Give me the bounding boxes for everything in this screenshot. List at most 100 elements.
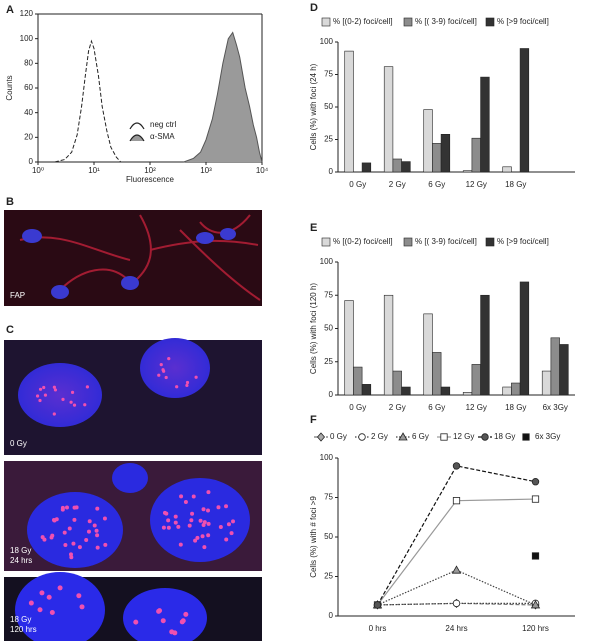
micrograph-c3 [4,572,262,641]
focus-dot [164,375,168,380]
bar [344,300,354,396]
focus-dot [77,545,82,550]
focus-dot [133,619,139,625]
legend-label: % [>9 foci/cell] [497,237,549,246]
y-tick-label: 100 [20,34,34,43]
focus-dot [52,385,56,389]
focus-dot [37,607,43,613]
y-tick-label: 100 [320,37,334,46]
focus-dot [40,535,45,540]
legend-label: 18 Gy [494,432,515,441]
x-tick-label: 2 Gy [389,180,406,189]
image-caption: 120 hrs [10,625,37,634]
y-tick-label: 25 [324,135,333,144]
bar [519,281,530,396]
focus-dot [224,537,229,542]
focus-dot [200,534,205,539]
focus-dot [95,533,100,538]
y-axis-label: Cells (%) with foci (120 h) [309,283,318,374]
bar [502,386,512,396]
y-tick-label: 0 [329,167,334,176]
bar [401,161,411,173]
foci [28,357,236,636]
focus-dot [85,385,90,389]
focus-dot [39,590,45,596]
bar [471,137,481,173]
legend-label: 6x 3Gy [535,432,560,441]
focus-dot [166,525,171,530]
y-tick-label: 20 [24,132,33,141]
marker [531,552,540,560]
x-axis-label: Fluorescence [126,175,175,184]
marker [451,565,462,574]
image-caption: FAP [10,291,25,300]
focus-dot [62,530,67,535]
bar [344,50,354,173]
x-tick-label: 12 Gy [466,403,487,412]
bar [440,134,451,173]
y-tick-label: 25 [324,572,333,581]
focus-dot [57,585,63,591]
focus-dot [83,403,87,407]
y-tick-label: 50 [324,324,333,333]
focus-dot [224,504,229,509]
bar [361,162,372,173]
legend-swatch [403,17,413,27]
focus-dot [69,555,74,560]
focus-dot [69,400,73,404]
histogram-curve [54,39,122,163]
focus-dot [50,533,55,538]
marker [452,497,461,505]
x-tick-label: 6x 3Gy [543,403,568,412]
panel-letter: E [310,222,317,234]
legend-swatch [485,237,495,247]
y-axis-label: Cells (%) with # foci >9 [309,496,318,578]
focus-dot [51,517,56,522]
focus-dot [157,608,163,614]
focus-dot [193,538,198,543]
bar [519,48,530,173]
bar [423,313,433,396]
x-tick-label: 24 hrs [445,624,467,633]
focus-dot [72,505,77,510]
bar [383,66,394,173]
focus-dot [68,552,73,557]
y-tick-label: 0 [29,157,34,166]
focus-dot [43,393,48,397]
focus-dot [166,518,171,523]
bar [432,352,442,396]
bar [541,370,552,396]
bar [440,386,451,396]
marker [531,495,540,503]
legend-label: % [(0-2) foci/cell] [333,237,393,246]
x-tick-label: 10² [144,166,156,175]
y-tick-label: 100 [320,453,334,462]
bar [471,364,481,396]
focus-dot [64,505,69,510]
legend-label: 0 Gy [330,432,347,441]
y-tick-label: 80 [24,58,33,67]
legend-swatch [485,17,495,27]
y-tick-label: 75 [324,493,333,502]
x-tick-label: 2 Gy [389,403,406,412]
focus-dot [185,380,190,385]
legend-marker [316,432,326,442]
focus-dot [194,375,198,379]
focus-dot [201,507,206,512]
focus-dot [102,516,107,521]
focus-dot [179,494,184,499]
image-caption: 24 hrs [10,556,32,565]
focus-dot [231,519,236,524]
legend-label: 12 Gy [453,432,474,441]
focus-dot [226,522,231,527]
focus-dot [70,390,75,394]
bar [502,166,512,173]
micrograph-c2 [4,461,262,571]
x-tick-label: 10³ [200,166,212,175]
focus-dot [86,529,91,534]
focus-dot [178,542,183,547]
legend-marker [440,433,448,441]
legend-swatch [129,134,145,142]
y-tick-label: 40 [24,108,33,117]
marker [531,478,540,486]
